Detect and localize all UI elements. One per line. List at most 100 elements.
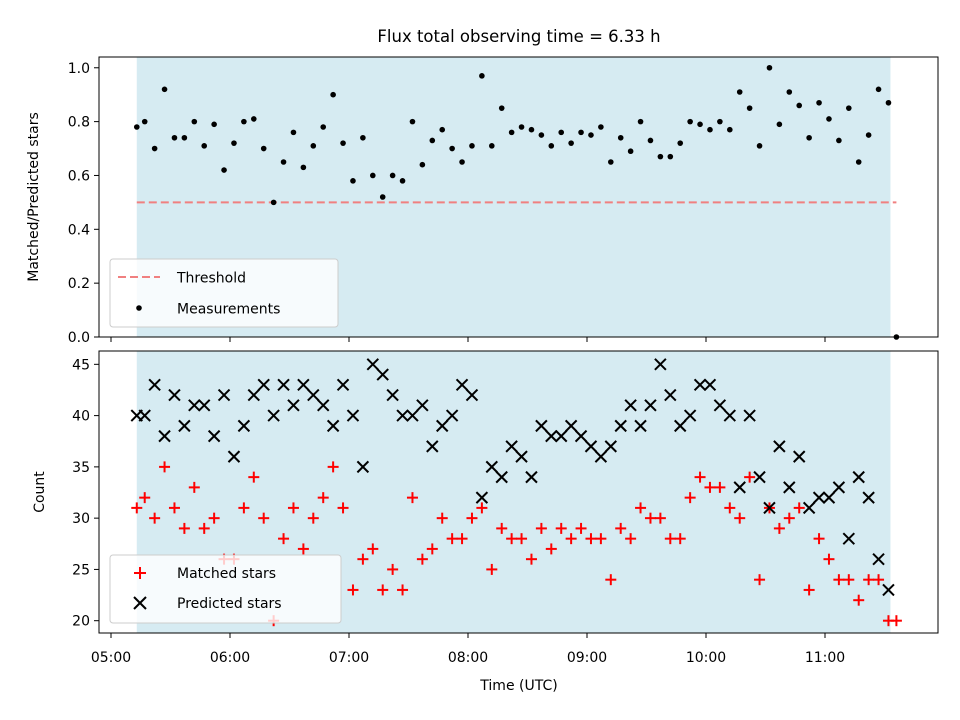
x-tick-label: 09:00 xyxy=(567,650,607,666)
predicted-star-point xyxy=(564,419,578,433)
matched-star-point xyxy=(793,502,805,514)
matched-star-point xyxy=(863,574,875,586)
predicted-star-point xyxy=(267,409,280,422)
matched-star-point xyxy=(168,502,180,514)
measurement-point xyxy=(300,164,307,171)
measurement-point xyxy=(409,118,416,125)
measurement-point xyxy=(231,140,237,146)
matched-star-point xyxy=(714,481,726,493)
bottom-plot-frame xyxy=(98,350,939,634)
measurement-point xyxy=(538,132,545,138)
bottom-y-tick-label: 45 xyxy=(72,357,90,373)
measurement-point xyxy=(875,86,882,93)
predicted-star-point xyxy=(664,388,677,402)
measurement-point xyxy=(270,199,277,206)
predicted-star-point xyxy=(426,440,439,453)
measurement-point xyxy=(865,132,872,138)
matched-star-point xyxy=(466,512,478,524)
measurement-point xyxy=(389,172,396,179)
bottom-y-tick-label: 25 xyxy=(72,562,90,578)
matched-star-point xyxy=(367,543,379,555)
predicted-star-point xyxy=(178,419,191,433)
matched-star-point xyxy=(664,533,676,545)
matched-star-point xyxy=(337,502,349,514)
predicted-star-point xyxy=(227,450,241,463)
measurement-point xyxy=(518,124,525,130)
matched-star-point xyxy=(446,533,458,545)
matched-star-point xyxy=(307,512,319,524)
predicted-star-point xyxy=(356,460,370,474)
matched-star-point xyxy=(406,492,418,504)
measurement-point xyxy=(776,121,783,128)
matched-star-point xyxy=(535,522,547,534)
matched-star-point xyxy=(635,502,647,514)
predicted-star-point xyxy=(297,378,310,392)
matched-star-point xyxy=(625,533,637,545)
measurement-point xyxy=(885,99,892,106)
measurement-point xyxy=(588,132,594,138)
predicted-star-point xyxy=(515,450,528,463)
predicted-star-point xyxy=(455,378,469,392)
predicted-star-point xyxy=(852,470,865,484)
matched-star-point xyxy=(654,512,666,524)
measurement-point xyxy=(459,159,465,165)
measurement-point xyxy=(627,148,634,155)
matched-star-point xyxy=(496,522,508,534)
measurement-point xyxy=(598,124,604,130)
predicted-star-point xyxy=(584,440,598,453)
x-tick-label: 05:00 xyxy=(91,650,131,666)
predicted-star-point xyxy=(802,501,816,515)
predicted-star-point xyxy=(386,388,399,402)
matched-star-point xyxy=(890,615,902,627)
matched-star-point xyxy=(823,553,835,565)
predicted-star-point xyxy=(644,399,657,412)
predicted-star-point xyxy=(257,378,270,392)
measurement-point xyxy=(360,134,366,141)
matched-star-point xyxy=(565,533,577,545)
measurement-point xyxy=(280,159,287,165)
chart-title: Flux total observing time = 6.33 h xyxy=(377,27,660,46)
matched-star-point xyxy=(644,512,656,524)
matched-star-point xyxy=(387,563,399,575)
matched-star-point xyxy=(545,543,557,555)
matched-star-point xyxy=(803,584,815,596)
top-y-tick-label: 0.4 xyxy=(68,222,90,238)
measurement-point xyxy=(133,124,140,130)
measurement-point xyxy=(796,102,803,109)
legend-matched-label: Matched stars xyxy=(177,566,276,582)
matched-star-point xyxy=(694,471,706,483)
predicted-stars-series xyxy=(130,358,895,597)
top-y-tick-label: 0.2 xyxy=(68,276,90,292)
predicted-star-point xyxy=(475,491,489,504)
measurement-point xyxy=(846,105,852,111)
predicted-star-point xyxy=(793,450,806,463)
predicted-star-point xyxy=(812,491,826,504)
matched-star-point xyxy=(278,533,290,545)
predicted-star-point xyxy=(406,409,419,422)
predicted-star-point xyxy=(317,399,330,412)
measurement-point xyxy=(330,91,336,98)
measurement-point xyxy=(221,167,227,173)
predicted-star-point xyxy=(753,470,766,484)
predicted-star-point xyxy=(198,399,211,412)
predicted-star-point xyxy=(485,460,499,474)
matched-star-point xyxy=(555,522,567,534)
predicted-star-point xyxy=(207,429,221,443)
x-tick-labels: 05:00 06:00 07:00 08:00 09:00 10:00 11:00 xyxy=(91,650,845,666)
matched-star-point xyxy=(139,492,151,504)
measurement-point xyxy=(667,153,674,160)
matched-star-point xyxy=(684,492,696,504)
measurement-point xyxy=(657,153,664,160)
matched-star-point xyxy=(853,594,865,606)
predicted-star-point xyxy=(138,409,151,422)
matched-star-point xyxy=(516,533,528,545)
matched-star-point xyxy=(813,533,825,545)
matched-star-point xyxy=(347,584,359,596)
legend-measurements-swatch xyxy=(136,305,142,311)
predicted-star-point xyxy=(465,388,479,402)
predicted-star-point xyxy=(525,470,538,484)
top-plot-frame xyxy=(98,56,939,338)
measurement-point xyxy=(290,129,297,136)
x-tick-label: 08:00 xyxy=(448,650,488,666)
bottom-y-tick-label: 30 xyxy=(72,511,90,527)
